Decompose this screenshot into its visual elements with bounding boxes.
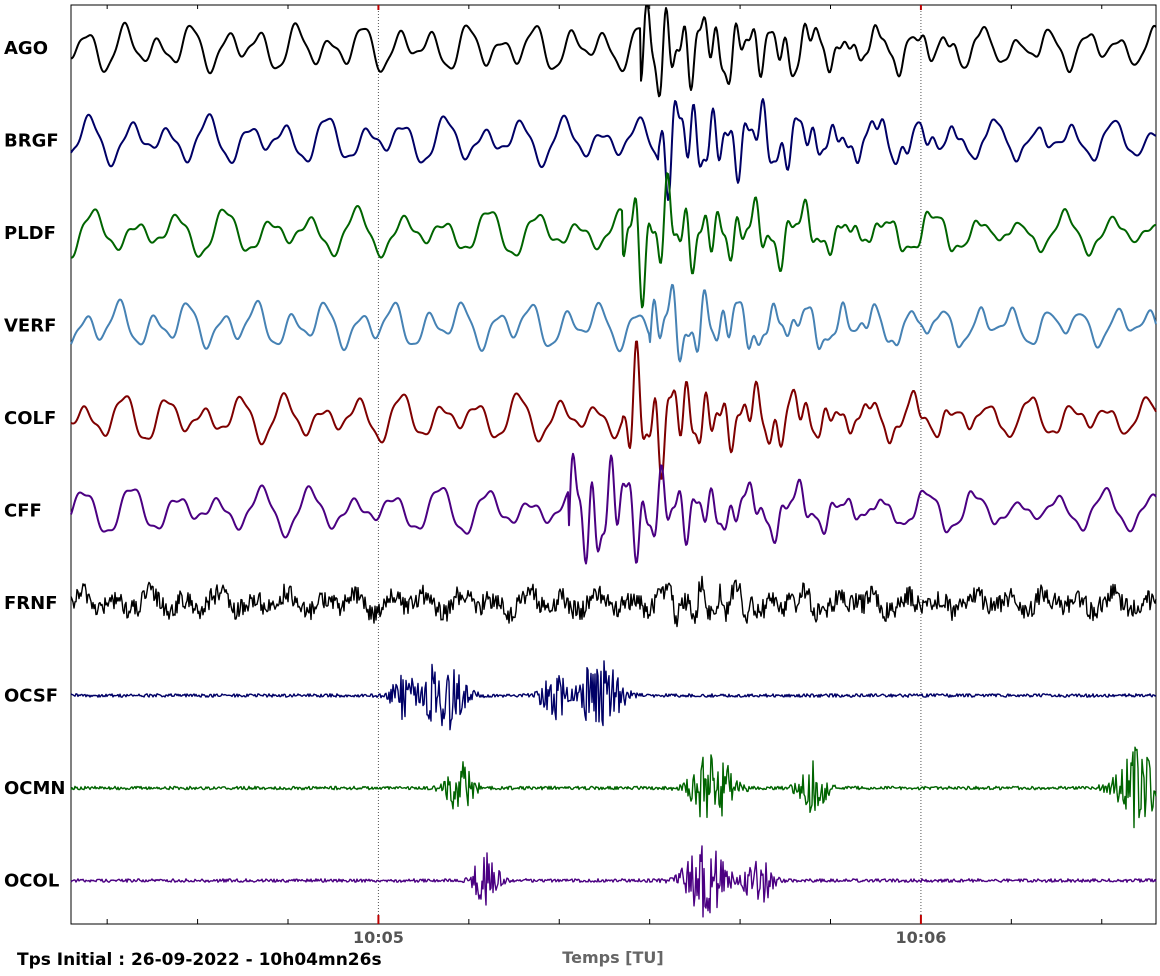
x-tick-label: 10:06 xyxy=(895,928,946,947)
traces xyxy=(70,5,1157,918)
station-label-brgf: BRGF xyxy=(4,131,59,152)
station-label-frnf: FRNF xyxy=(4,593,58,614)
trace-brgf xyxy=(70,98,1157,201)
trace-colf xyxy=(70,340,1157,480)
trace-ocsf xyxy=(70,660,1157,731)
trace-cff xyxy=(70,452,1157,565)
trace-frnf xyxy=(70,575,1157,628)
start-time-label: Tps Initial : 26-09-2022 - 10h04mn26s xyxy=(17,950,382,970)
station-label-pldf: PLDF xyxy=(4,223,56,244)
x-axis-label: Temps [TU] xyxy=(562,948,663,967)
station-label-cff: CFF xyxy=(4,501,42,522)
trace-ocol xyxy=(70,845,1157,918)
plot-frame xyxy=(70,4,1157,925)
x-ticks: 10:05 10:06 xyxy=(106,5,1103,947)
trace-pldf xyxy=(70,172,1156,309)
trace-ago xyxy=(70,5,1157,98)
station-label-colf: COLF xyxy=(4,408,56,429)
station-label-ocmn: OCMN xyxy=(4,778,66,799)
trace-ocmn xyxy=(70,746,1157,829)
station-labels: AGO BRGF PLDF VERF COLF CFF FRNF OCSF OCMN OCOL xyxy=(4,38,66,892)
station-label-ocsf: OCSF xyxy=(4,686,58,707)
grid-lines xyxy=(377,5,922,924)
station-label-ocol: OCOL xyxy=(4,871,59,892)
x-tick-label: 10:05 xyxy=(353,928,404,947)
trace-verf xyxy=(70,283,1157,363)
station-label-ago: AGO xyxy=(4,38,48,59)
station-label-verf: VERF xyxy=(4,316,56,337)
